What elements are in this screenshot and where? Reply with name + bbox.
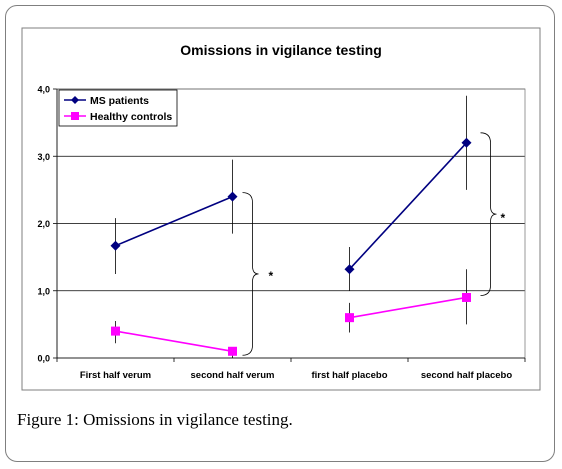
data-point (461, 137, 472, 148)
axes: 0,0 1,0 2,0 3,0 4,0 First half verum second ha… (37, 85, 526, 381)
data-point (227, 191, 238, 202)
y-tick-label: 2,0 (37, 219, 50, 229)
data-point (111, 326, 120, 336)
y-tick-label: 4,0 (37, 85, 50, 95)
x-tick-label: second half placebo (421, 370, 513, 381)
significance-bracket (480, 132, 497, 296)
chart-area-border (21, 27, 541, 391)
figure-frame (5, 5, 555, 462)
data-point (462, 292, 471, 302)
caption-label: Figure 1: (17, 410, 79, 429)
significance-asterisk: * (269, 269, 274, 283)
series (110, 95, 472, 358)
x-tick-label: First half verum (80, 370, 151, 381)
figure-caption: Figure 1: Omissions in vigilance testing… (17, 410, 293, 430)
legend-marker (71, 96, 79, 104)
x-tick-label: second half verum (191, 370, 275, 381)
data-point (228, 346, 237, 356)
legend-marker (71, 112, 79, 120)
y-tick-label: 1,0 (37, 286, 50, 296)
significance-asterisk: * (501, 211, 506, 225)
legend: MS patients Healthy controls (58, 89, 178, 127)
data-point (110, 240, 121, 251)
y-tick-label: 3,0 (37, 152, 50, 162)
x-tick-label: first half placebo (311, 370, 387, 381)
series-line (348, 142, 468, 270)
legend-label: Healthy controls (90, 111, 172, 123)
annotations: ** (242, 132, 506, 356)
significance-bracket (242, 192, 259, 356)
series-line (115, 195, 233, 247)
legend-label: MS patients (90, 95, 149, 107)
chart-title: Omissions in vigilance testing (180, 42, 382, 58)
caption-text: Omissions in vigilance testing. (83, 410, 293, 429)
series-line (349, 296, 467, 319)
data-point (345, 313, 354, 323)
series-line (115, 330, 233, 353)
data-point (344, 264, 355, 275)
y-tick-label: 0,0 (37, 354, 50, 364)
